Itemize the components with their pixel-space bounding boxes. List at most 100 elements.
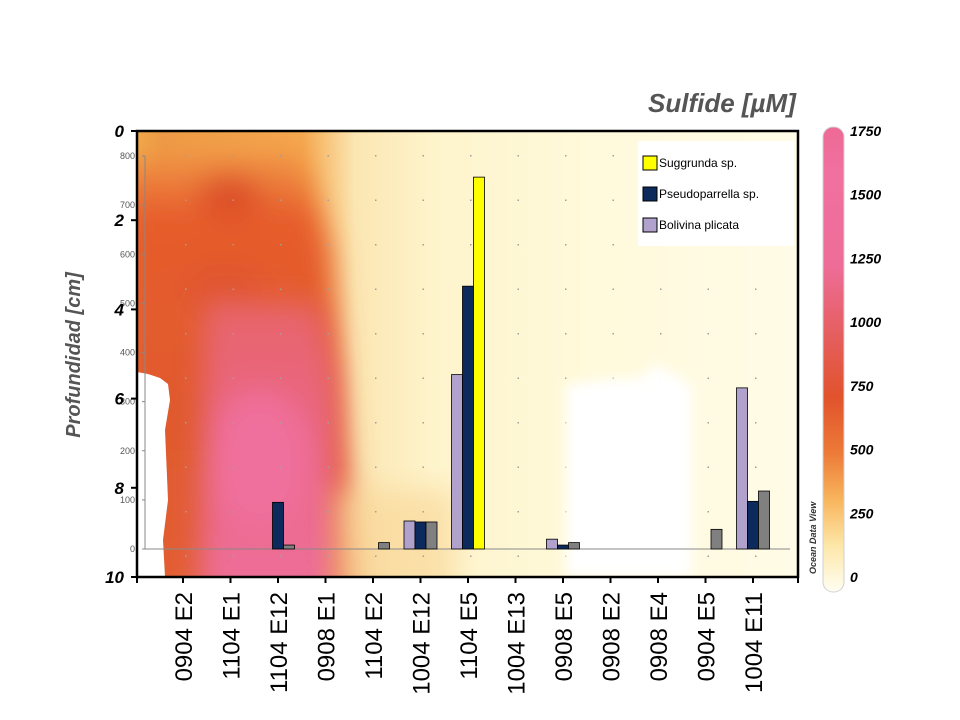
bar-grey xyxy=(378,542,390,550)
grid-dot xyxy=(280,333,282,335)
grid-dot xyxy=(803,333,805,335)
colorbar-tick-label: 250 xyxy=(849,505,874,521)
category-axis: 0904 E2 1104 E1 1104 E12 0908 E1 1104 E2 1004… xyxy=(136,577,799,695)
grid-dot xyxy=(375,155,377,157)
y-tick-label: 800 xyxy=(120,151,135,161)
grid-dot xyxy=(612,244,614,246)
grid-dot xyxy=(803,378,805,380)
grid-dot xyxy=(755,422,757,424)
grid-dot xyxy=(803,289,805,291)
grid-dot xyxy=(375,466,377,468)
grid-dot xyxy=(612,288,614,290)
grid-dot xyxy=(422,466,424,468)
grid-dot xyxy=(375,288,377,290)
grid-dot xyxy=(232,377,234,379)
depth-axis-ticks: 0 2 4 6 8 10 xyxy=(105,122,137,587)
legend: Suggrunda sp. Pseudoparrella sp. Bolivina … xyxy=(638,141,794,246)
grid-dot xyxy=(803,600,805,602)
grid-dot xyxy=(232,244,234,246)
colorbar-tick-label: 500 xyxy=(850,442,874,458)
grid-dot xyxy=(755,555,757,557)
grid-dot xyxy=(517,244,519,246)
colorbar-tick-label: 1750 xyxy=(850,123,881,139)
category-label: 0908 E2 xyxy=(599,592,626,681)
grid-dot xyxy=(660,333,662,335)
grid-dot xyxy=(232,555,234,557)
grid-dot xyxy=(517,466,519,468)
grid-dot xyxy=(707,511,709,513)
grid-dot xyxy=(232,466,234,468)
grid-dot xyxy=(565,244,567,246)
grid-dot xyxy=(327,155,329,157)
y-tick-label: 0 xyxy=(130,544,135,554)
grid-dot xyxy=(232,155,234,157)
category-label: 1104 E12 xyxy=(266,592,293,693)
grid-dot xyxy=(517,422,519,424)
grid-dot xyxy=(327,377,329,379)
y-tick-label: 600 xyxy=(120,249,135,259)
grid-dot xyxy=(375,199,377,201)
colorbar-tick-label: 750 xyxy=(850,378,874,394)
grid-dot xyxy=(280,155,282,157)
bar-pseudoparrella-sp- xyxy=(414,521,427,550)
grid-dot xyxy=(327,511,329,513)
category-label: 1104 E5 xyxy=(456,592,483,680)
bar-pseudoparrella-sp- xyxy=(272,501,284,550)
grid-dot xyxy=(422,288,424,290)
depth-tick-label: 8 xyxy=(115,479,125,498)
depth-tick-label: 4 xyxy=(114,300,125,319)
depth-tick-label: 6 xyxy=(115,390,125,409)
grid-dot xyxy=(232,422,234,424)
grid-dot xyxy=(612,333,614,335)
grid-dot xyxy=(803,155,805,157)
grid-dot xyxy=(803,511,805,513)
bar-suggrunda-sp- xyxy=(473,176,485,550)
grid-dot xyxy=(280,244,282,246)
grid-dot xyxy=(803,244,805,246)
bar-pseudoparrella-sp- xyxy=(462,285,474,550)
grid-dot xyxy=(517,511,519,513)
category-label: 0904 E5 xyxy=(694,592,721,681)
legend-swatch xyxy=(642,186,658,202)
grid-dot xyxy=(707,333,709,335)
bar-grey xyxy=(568,542,580,550)
grid-dot xyxy=(755,466,757,468)
legend-swatch xyxy=(642,217,658,233)
bar-bolivina-plicata xyxy=(403,520,416,550)
bar-grey xyxy=(283,544,295,550)
grid-dot xyxy=(612,155,614,157)
grid-dot xyxy=(375,422,377,424)
grid-dot xyxy=(755,377,757,379)
grid-dot xyxy=(375,555,377,557)
grid-dot xyxy=(327,555,329,557)
y-axis-label: Profundidad [cm] xyxy=(63,271,85,438)
colorbar-tick-label: 1250 xyxy=(850,250,881,266)
grid-dot xyxy=(660,288,662,290)
category-label: 1104 E1 xyxy=(219,592,246,680)
legend-swatch xyxy=(642,155,658,171)
grid-dot xyxy=(707,377,709,379)
grid-dot xyxy=(803,200,805,202)
watermark: Ocean Data View xyxy=(808,501,818,574)
colorbar: 0 250 500 750 1000 1250 1500 1750 xyxy=(822,123,881,593)
grid-dot xyxy=(565,511,567,513)
bar-bolivina-plicata xyxy=(451,374,463,550)
grid-dot xyxy=(470,244,472,246)
grid-dot xyxy=(422,377,424,379)
grid-dot xyxy=(565,466,567,468)
y-tick-label: 400 xyxy=(120,348,135,358)
grid-dot xyxy=(517,555,519,557)
grid-dot xyxy=(470,155,472,157)
grid-dot xyxy=(280,466,282,468)
grid-dot xyxy=(422,511,424,513)
grid-dot xyxy=(517,288,519,290)
grid-dot xyxy=(185,155,187,157)
category-label: 1004 E12 xyxy=(409,592,436,695)
colorbar-tick-label: 0 xyxy=(850,569,858,585)
grid-dot xyxy=(803,422,805,424)
grid-dot xyxy=(375,511,377,513)
bar-grey xyxy=(425,521,438,550)
grid-dot xyxy=(565,333,567,335)
category-label: 0908 E4 xyxy=(646,592,673,681)
